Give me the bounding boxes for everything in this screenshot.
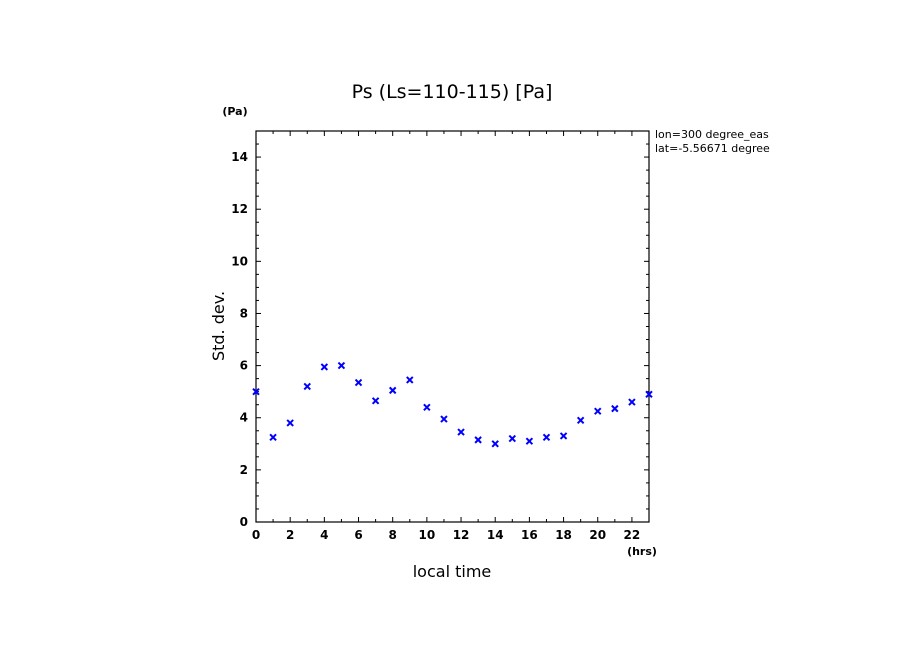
data-point-stroke <box>491 440 499 448</box>
x-tick-label: 18 <box>555 528 572 542</box>
data-point <box>525 437 534 445</box>
x-tick-label: 0 <box>252 528 260 542</box>
axes <box>255 130 650 523</box>
data-point-stroke <box>371 397 380 405</box>
data-point-stroke <box>628 398 636 406</box>
data-point <box>645 390 653 398</box>
x-tick-label: 2 <box>286 528 294 542</box>
data-point <box>457 428 465 436</box>
x-unit-label: (hrs) <box>627 545 657 558</box>
data-point-stroke <box>611 404 619 413</box>
data-point <box>508 434 517 443</box>
tick-labels: 0 2 4 6 8 10 12 14 16 18 20 22 0 2 4 6 8 10 12 14 <box>231 150 640 542</box>
data-point <box>491 440 499 448</box>
y-tick-label: 4 <box>240 411 248 425</box>
data-point-stroke <box>269 433 277 441</box>
x-tick-label: 20 <box>589 528 606 542</box>
data-point <box>406 376 414 384</box>
data-point <box>252 387 260 396</box>
ticks <box>255 130 650 523</box>
data-point-stroke <box>423 403 431 412</box>
y-tick-label: 6 <box>240 359 248 373</box>
x-tick-label: 6 <box>354 528 362 542</box>
data-point-stroke <box>508 434 517 443</box>
data-point-stroke <box>286 419 294 427</box>
data-point-stroke <box>320 363 329 371</box>
y-tick-label: 8 <box>240 306 248 320</box>
data-point <box>628 398 636 406</box>
data-point <box>371 397 380 405</box>
data-point <box>594 407 602 415</box>
data-point-stroke <box>406 376 414 384</box>
data-point <box>269 433 277 441</box>
data-point-stroke <box>388 386 397 395</box>
data-point <box>542 433 551 441</box>
data-point <box>354 378 363 387</box>
data-point <box>337 361 346 370</box>
data-point-stroke <box>645 390 653 398</box>
data-points <box>252 361 653 448</box>
x-tick-label: 4 <box>320 528 328 542</box>
y-tick-label: 2 <box>240 463 248 477</box>
data-point-stroke <box>303 382 311 391</box>
x-tick-label: 22 <box>624 528 641 542</box>
x-tick-label: 16 <box>521 528 538 542</box>
y-tick-label: 0 <box>240 515 248 529</box>
y-unit-label: (Pa) <box>222 105 247 118</box>
data-point <box>388 386 397 395</box>
x-tick-label: 14 <box>487 528 504 542</box>
plot-frame <box>255 130 650 523</box>
data-point <box>611 404 619 413</box>
data-point <box>576 416 585 425</box>
data-point-stroke <box>252 387 260 396</box>
x-tick-label: 10 <box>419 528 436 542</box>
data-point-stroke <box>440 415 448 423</box>
data-point <box>440 415 448 423</box>
annotation-lon: lon=300 degree_eas <box>655 128 769 141</box>
data-point <box>423 403 431 412</box>
y-tick-label: 12 <box>231 202 248 216</box>
x-axis-title: local time <box>413 562 492 581</box>
chart-title: Ps (Ls=110-115) [Pa] <box>352 81 553 103</box>
x-tick-label: 12 <box>453 528 470 542</box>
data-point-stroke <box>457 428 465 436</box>
data-point-stroke <box>525 437 534 445</box>
data-point <box>474 436 482 444</box>
data-point-stroke <box>337 361 346 370</box>
data-point-stroke <box>594 407 602 415</box>
data-point-stroke <box>576 416 585 425</box>
data-point <box>286 419 294 427</box>
data-point <box>559 432 568 440</box>
data-point-stroke <box>542 433 551 441</box>
y-axis-title: Std. dev. <box>209 291 228 361</box>
x-tick-label: 8 <box>389 528 397 542</box>
data-point <box>320 363 329 371</box>
data-point-stroke <box>474 436 482 444</box>
y-tick-label: 10 <box>231 254 248 268</box>
annotation-lat: lat=-5.56671 degree <box>655 142 770 155</box>
data-point-stroke <box>354 378 363 387</box>
data-point <box>303 382 311 391</box>
data-point-stroke <box>559 432 568 440</box>
y-tick-label: 14 <box>231 150 248 164</box>
